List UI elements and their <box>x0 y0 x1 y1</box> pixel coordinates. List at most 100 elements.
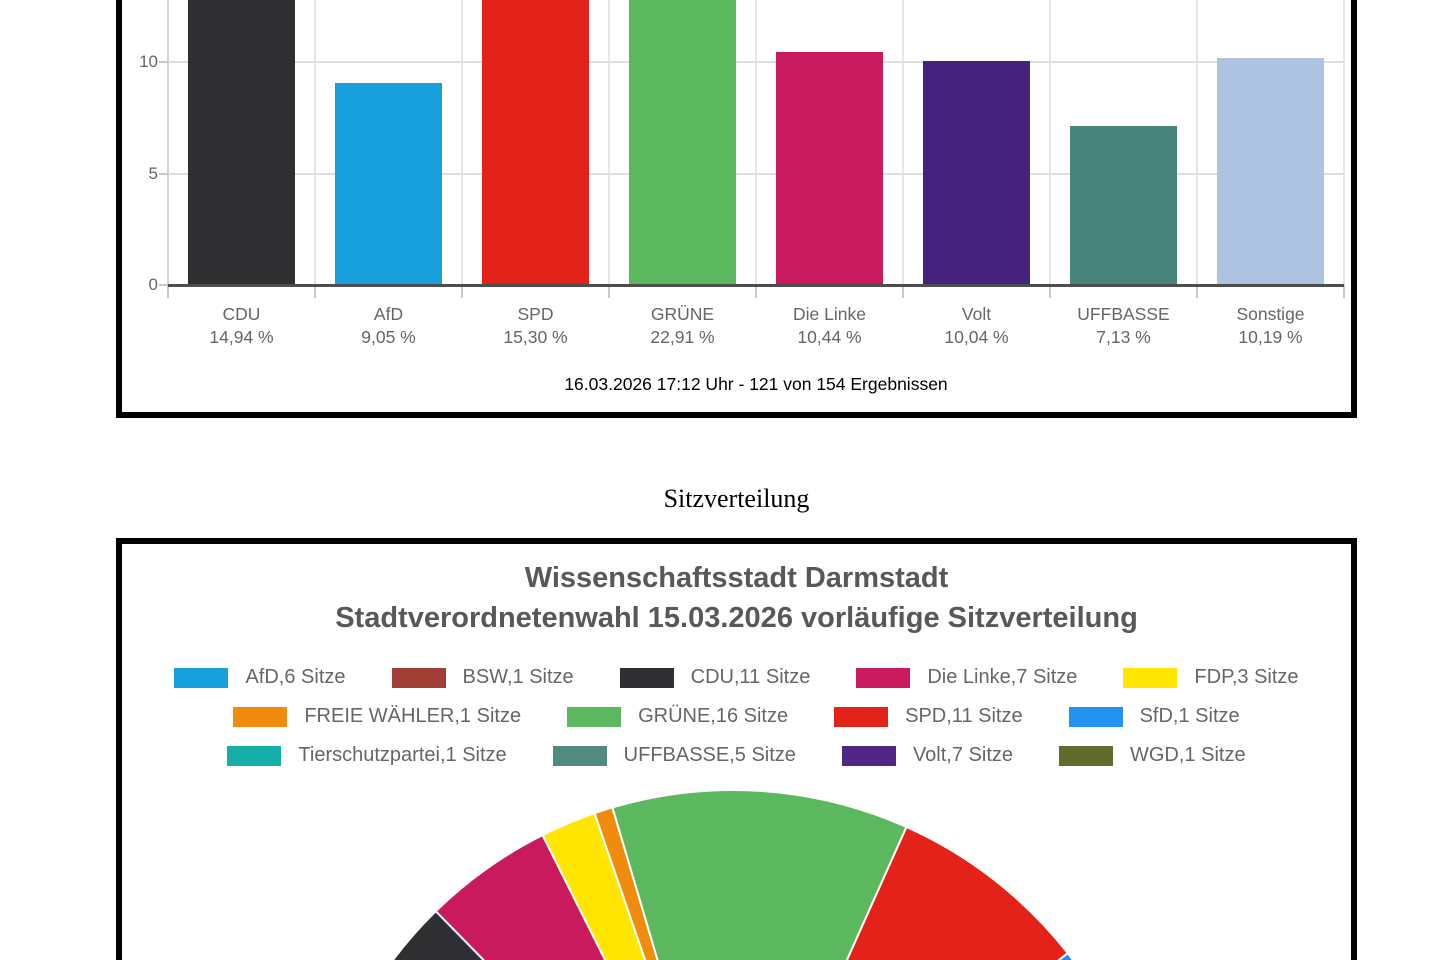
vertical-gridline <box>461 0 463 285</box>
legend-item-tierschutzpartei[interactable]: Tierschutzpartei,1 Sitze <box>227 744 507 767</box>
x-category-label: Volt 10,04 % <box>903 303 1050 349</box>
bar-afd[interactable] <box>335 83 442 285</box>
category-percent: 14,94 % <box>209 327 274 347</box>
pie-chart-subtitle: Stadtverordnetenwahl 15.03.2026 vorläufi… <box>335 602 1138 634</box>
x-axis-tick <box>1196 285 1198 298</box>
category-name: Die Linke <box>793 304 866 324</box>
bar-gr-ne[interactable] <box>629 0 736 285</box>
x-category-label: GRÜNE 22,91 % <box>609 303 756 349</box>
y-axis-tick <box>159 284 168 286</box>
category-percent: 15,30 % <box>503 327 568 347</box>
legend-item-gr-ne[interactable]: GRÜNE,16 Sitze <box>567 705 788 728</box>
category-name: CDU <box>222 304 261 324</box>
y-axis-tick-label: 10 <box>139 52 158 71</box>
legend-item-die-linke[interactable]: Die Linke,7 Sitze <box>856 666 1077 689</box>
y-axis-tick-label: 5 <box>148 163 158 183</box>
legend-item-afd[interactable]: AfD,6 Sitze <box>174 666 346 689</box>
pie-slice-sfd[interactable] <box>733 952 1079 960</box>
bar-cdu[interactable] <box>188 0 295 285</box>
legend-item-freie-w-hler[interactable]: FREIE WÄHLER,1 Sitze <box>233 705 521 728</box>
bar-volt[interactable] <box>923 61 1030 285</box>
category-percent: 9,05 % <box>361 327 416 347</box>
legend-label: FDP,3 Sitze <box>1194 666 1299 688</box>
vertical-gridline <box>902 0 904 285</box>
legend-item-cdu[interactable]: CDU,11 Sitze <box>619 666 811 689</box>
legend-label: Volt,7 Sitze <box>912 744 1013 766</box>
legend-swatch-cdu <box>619 667 674 688</box>
bar-uffbasse[interactable] <box>1070 126 1177 285</box>
category-name: UFFBASSE <box>1077 304 1170 324</box>
legend-label: Die Linke,7 Sitze <box>927 666 1078 688</box>
legend-swatch-freie-w-hler <box>233 706 288 727</box>
x-category-label: SPD 15,30 % <box>462 303 609 349</box>
x-category-label: CDU 14,94 % <box>168 303 315 349</box>
bar-plot-area: 0 5 10 CDU 14,94 % AfD 9,05 % SPD 15,30 % GRÜNE 22… <box>122 0 1351 412</box>
legend-item-volt[interactable]: Volt,7 Sitze <box>841 744 1013 767</box>
legend-item-spd[interactable]: SPD,11 Sitze <box>834 705 1023 728</box>
legend-label: GRÜNE,16 Sitze <box>638 705 789 727</box>
category-percent: 10,44 % <box>797 327 862 347</box>
bar-die-linke[interactable] <box>776 52 883 285</box>
legend-swatch-fdp <box>1123 667 1178 688</box>
pie-slice-cdu[interactable] <box>328 910 733 960</box>
legend-swatch-sfd <box>1068 706 1123 727</box>
vertical-gridline <box>608 0 610 285</box>
legend-label: SfD,1 Sitze <box>1139 705 1240 727</box>
bar-sonstige[interactable] <box>1217 58 1324 285</box>
vertical-gridline <box>755 0 757 285</box>
category-percent: 10,04 % <box>944 327 1009 347</box>
y-axis-tick-label: 0 <box>148 275 158 294</box>
y-axis-tick <box>159 61 168 63</box>
y-axis-tick <box>159 172 168 175</box>
category-name: Volt <box>961 304 992 324</box>
category-percent: 10,19 % <box>1238 327 1303 347</box>
legend-label: WGD,1 Sitze <box>1130 744 1246 766</box>
vertical-gridline <box>314 0 316 285</box>
legend-swatch-tierschutzpartei <box>227 745 282 766</box>
legend-label: UFFBASSE,5 Sitze <box>623 744 796 766</box>
legend-label: FREIE WÄHLER,1 Sitze <box>304 705 522 727</box>
horizontal-gridline <box>168 61 1344 63</box>
legend-row: FREIE WÄHLER,1 Sitze GRÜNE,16 Sitze SPD,11… <box>233 705 1240 728</box>
x-axis-tick <box>755 285 757 298</box>
bar-spd[interactable] <box>482 0 589 285</box>
category-name: AfD <box>373 304 404 324</box>
seat-distribution-chart-panel: Wissenschaftsstadt Darmstadt Stadtverord… <box>116 538 1357 960</box>
legend-label: SPD,11 Sitze <box>905 705 1023 727</box>
vertical-gridline <box>1049 0 1051 285</box>
pie-legend: AfD,6 Sitze BSW,1 Sitze CDU,11 Sitze Die Li… <box>122 666 1351 767</box>
legend-swatch-die-linke <box>856 667 911 688</box>
pie-chart-title: Wissenschaftsstadt Darmstadt <box>524 562 949 594</box>
legend-swatch-spd <box>834 706 889 727</box>
pie-slice-spd[interactable] <box>733 826 1069 960</box>
x-axis-tick <box>608 285 610 298</box>
vertical-gridline <box>1196 0 1198 285</box>
legend-swatch-wgd <box>1059 745 1113 766</box>
pie-slice-gr-ne[interactable] <box>611 789 908 960</box>
x-category-label: UFFBASSE 7,13 % <box>1050 303 1197 349</box>
horizontal-gridline <box>168 172 1344 175</box>
legend-row: Tierschutzpartei,1 Sitze UFFBASSE,5 Sitze… <box>227 744 1246 767</box>
legend-swatch-bsw <box>391 667 446 688</box>
category-name: SPD <box>517 304 554 324</box>
legend-item-wgd[interactable]: WGD,1 Sitze <box>1059 744 1246 767</box>
legend-item-bsw[interactable]: BSW,1 Sitze <box>391 666 574 689</box>
legend-label: AfD,6 Sitze <box>245 666 346 688</box>
x-axis-baseline <box>168 283 1344 287</box>
section-heading-sitzverteilung: Sitzverteilung <box>663 484 810 513</box>
vertical-gridline <box>1343 0 1345 285</box>
legend-label: CDU,11 Sitze <box>690 666 811 688</box>
x-category-label: AfD 9,05 % <box>315 303 462 349</box>
x-axis-tick <box>167 285 169 298</box>
category-percent: 7,13 % <box>1096 327 1151 347</box>
legend-label: Tierschutzpartei,1 Sitze <box>298 744 507 766</box>
legend-item-uffbasse[interactable]: UFFBASSE,5 Sitze <box>552 744 796 767</box>
category-name: GRÜNE <box>650 304 715 324</box>
chart-status-text: 16.03.2026 17:12 Uhr - 121 von 154 Ergeb… <box>564 374 948 394</box>
x-axis-tick <box>1049 285 1051 298</box>
legend-item-sfd[interactable]: SfD,1 Sitze <box>1068 705 1240 728</box>
x-axis-tick <box>902 285 904 298</box>
vote-share-chart-panel: 0 5 10 CDU 14,94 % AfD 9,05 % SPD 15,30 % GRÜNE 22… <box>116 0 1357 418</box>
legend-item-fdp[interactable]: FDP,3 Sitze <box>1123 666 1299 689</box>
